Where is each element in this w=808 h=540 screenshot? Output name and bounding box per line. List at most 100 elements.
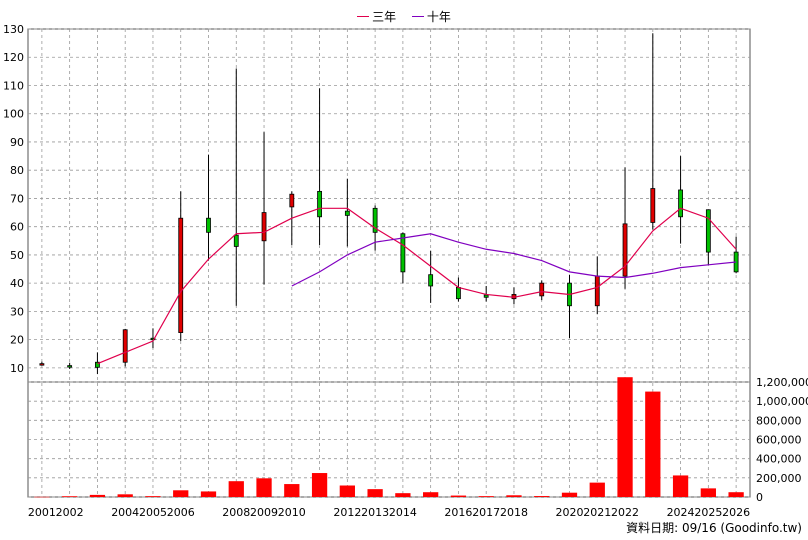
price-tick-label: 50 <box>10 249 24 262</box>
moving-average-line <box>291 233 737 287</box>
volume-bar <box>89 494 106 497</box>
candle-body <box>344 210 350 216</box>
candle-body <box>233 234 239 247</box>
candle-body <box>483 294 489 298</box>
volume-bar <box>700 488 716 497</box>
volume-bar <box>367 489 383 497</box>
legend-swatch-ma10 <box>411 16 424 17</box>
candle-body <box>400 233 406 273</box>
x-tick-label: 2005 <box>139 506 167 519</box>
data-date-footer: 資料日期: 09/16 (Goodinfo.tw) <box>626 521 802 535</box>
legend-label-ma3: 三年 <box>372 10 397 24</box>
candle-body <box>39 363 45 366</box>
price-tick-label: 10 <box>10 362 24 375</box>
volume-bar <box>728 492 744 497</box>
price-tick-label: 20 <box>10 334 24 347</box>
volume-bar <box>617 377 633 497</box>
volume-bar <box>478 496 494 497</box>
candle-body <box>317 190 322 218</box>
volume-bar <box>34 496 50 498</box>
legend-label-ma10: 十年 <box>426 10 451 24</box>
volume-tick-label: 200,000 <box>756 472 802 485</box>
x-tick-label: 2014 <box>389 506 417 519</box>
x-tick-label: 2006 <box>167 506 195 519</box>
volume-bar <box>62 496 78 497</box>
price-tick-label: 120 <box>3 51 24 64</box>
volume-bar <box>450 495 467 497</box>
x-tick-label: 2020 <box>556 506 584 519</box>
volume-bar <box>561 492 578 497</box>
price-tick-label: 70 <box>10 192 24 205</box>
volume-bar <box>173 490 189 497</box>
candle-body <box>289 193 295 208</box>
volume-bar <box>228 481 244 497</box>
x-tick-label: 2012 <box>333 506 361 519</box>
volume-bar <box>395 493 411 497</box>
volume-bar <box>534 496 550 497</box>
candle-body <box>705 209 711 253</box>
candle-body <box>122 329 128 363</box>
volume-bar <box>200 491 217 497</box>
x-tick-label: 2018 <box>500 506 528 519</box>
x-tick-label: 2008 <box>222 506 250 519</box>
candle-body <box>95 361 100 368</box>
price-tick-label: 130 <box>3 23 24 36</box>
volume-bar <box>311 473 328 497</box>
moving-average-line <box>97 207 737 365</box>
x-tick-label: 2002 <box>56 506 84 519</box>
price-tick-label: 60 <box>10 221 24 234</box>
candle-body <box>150 337 156 341</box>
volume-bar <box>672 475 689 497</box>
legend-swatch-ma3 <box>357 16 370 17</box>
x-tick-label: 2016 <box>444 506 472 519</box>
volume-tick-label: 0 <box>756 491 763 504</box>
price-panel-frame <box>27 28 751 383</box>
candle-body <box>456 286 461 300</box>
volume-tick-label: 400,000 <box>756 453 802 466</box>
candle-body <box>622 223 628 277</box>
price-tick-label: 90 <box>10 136 24 149</box>
candle-body <box>678 189 683 218</box>
candle-body <box>178 217 184 333</box>
volume-bar <box>423 492 439 497</box>
price-tick-label: 100 <box>3 108 24 121</box>
x-tick-label: 2010 <box>278 506 306 519</box>
x-tick-label: 2021 <box>583 506 611 519</box>
volume-bar <box>506 495 522 497</box>
x-tick-label: 2009 <box>250 506 278 519</box>
volume-bar <box>589 482 605 497</box>
volume-bar <box>645 391 661 497</box>
x-tick-label: 2026 <box>722 506 750 519</box>
chart-legend: 三年 十年 <box>0 6 808 25</box>
candle-body <box>372 207 378 233</box>
volume-bar <box>284 484 300 497</box>
candle-body <box>206 217 211 233</box>
volume-tick-label: 600,000 <box>756 434 802 447</box>
volume-tick-label: 800,000 <box>756 414 802 427</box>
candle-body <box>594 275 600 307</box>
candle-body <box>539 282 545 297</box>
legend-item-ma3: 三年 <box>357 8 396 25</box>
candle-body <box>67 365 73 368</box>
candle-body <box>650 188 656 223</box>
x-tick-label: 2024 <box>667 506 695 519</box>
price-tick-label: 40 <box>10 277 24 290</box>
legend-item-ma10: 十年 <box>411 8 451 25</box>
volume-bar <box>339 485 355 497</box>
candle-body <box>261 212 267 242</box>
x-tick-label: 2017 <box>472 506 500 519</box>
volume-bar <box>145 496 161 497</box>
volume-bar <box>256 478 272 497</box>
candle-body <box>428 274 434 287</box>
price-tick-label: 110 <box>3 79 24 92</box>
volume-tick-label: 1,200,000 <box>756 376 808 389</box>
volume-tick-label: 1,000,000 <box>756 395 808 408</box>
price-tick-label: 80 <box>10 164 24 177</box>
x-tick-label: 2001 <box>28 506 56 519</box>
x-tick-label: 2025 <box>694 506 722 519</box>
x-tick-label: 2013 <box>361 506 389 519</box>
volume-bar <box>117 494 133 497</box>
price-tick-label: 30 <box>10 305 24 318</box>
x-tick-label: 2022 <box>611 506 639 519</box>
